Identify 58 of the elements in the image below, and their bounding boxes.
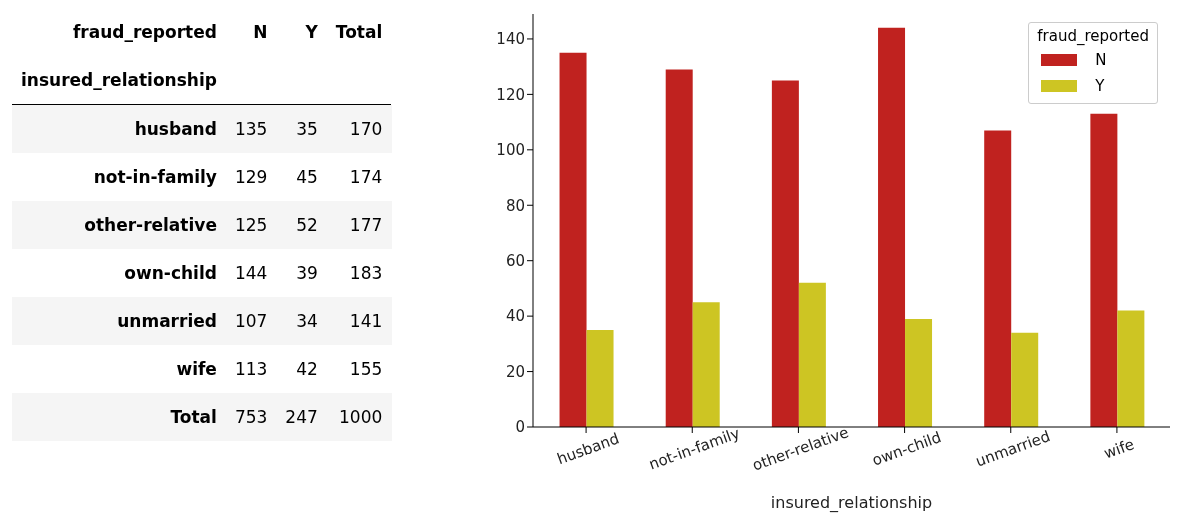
y-tick-label: 60 [505, 252, 525, 271]
x-axis-title: insured_relationship [770, 493, 933, 514]
data-label: 39 [295, 262, 319, 285]
bar [798, 282, 826, 427]
data-label: 135 [233, 118, 269, 141]
bar [1011, 332, 1039, 427]
data-label: 113 [233, 358, 269, 381]
category-label: unmarried [116, 310, 218, 333]
data-label: 170 [348, 118, 384, 141]
data-label: 174 [348, 166, 384, 189]
category-label: not-in-family [92, 166, 218, 189]
text: N [252, 21, 269, 44]
legend-title: fraud_reported [71, 21, 218, 44]
data-label: 35 [295, 118, 319, 141]
x-tick-label: wife [1101, 435, 1137, 463]
legend-title: fraud_reported [1037, 27, 1149, 45]
category-label: other-relative [83, 214, 218, 237]
category-label: Total [169, 406, 218, 429]
data-label: 155 [348, 358, 384, 381]
y-tick-label: 0 [515, 418, 525, 437]
bar [1090, 113, 1118, 427]
bar [559, 52, 587, 427]
data-label: 45 [295, 166, 319, 189]
bar [905, 318, 933, 427]
bar [1117, 310, 1145, 427]
data-label: 42 [295, 358, 319, 381]
y-tick-label: 100 [496, 141, 525, 160]
category-label: own-child [123, 262, 218, 285]
data-label: 52 [295, 214, 319, 237]
category-label: husband [133, 118, 218, 141]
y-tick-label: 80 [505, 196, 525, 215]
data-label: 177 [348, 214, 384, 237]
bar [586, 329, 614, 427]
bar [665, 69, 693, 427]
text: insured_relationship [20, 69, 218, 92]
y-tick-label: 20 [505, 362, 525, 381]
data-label: 144 [233, 262, 269, 285]
bar [984, 130, 1012, 427]
text: Y [304, 21, 319, 44]
data-label: 753 [233, 406, 269, 429]
data-label: 125 [233, 214, 269, 237]
y-tick-label: 140 [496, 30, 525, 49]
category-label: wife [175, 358, 218, 381]
y-tick-label: 40 [505, 307, 525, 326]
data-label: 247 [284, 406, 319, 429]
y-tick-label: 120 [496, 85, 525, 104]
data-label: 141 [348, 310, 384, 333]
legend-label: Y [1095, 77, 1105, 95]
data-label: 1000 [338, 406, 384, 429]
legend-label: N [1095, 51, 1107, 69]
bar [771, 80, 799, 427]
data-label: 107 [233, 310, 269, 333]
data-label: 34 [295, 310, 319, 333]
data-label: 183 [348, 262, 384, 285]
bar [692, 302, 720, 427]
bar [878, 27, 906, 427]
data-label: 129 [233, 166, 269, 189]
text: Total [334, 21, 384, 44]
